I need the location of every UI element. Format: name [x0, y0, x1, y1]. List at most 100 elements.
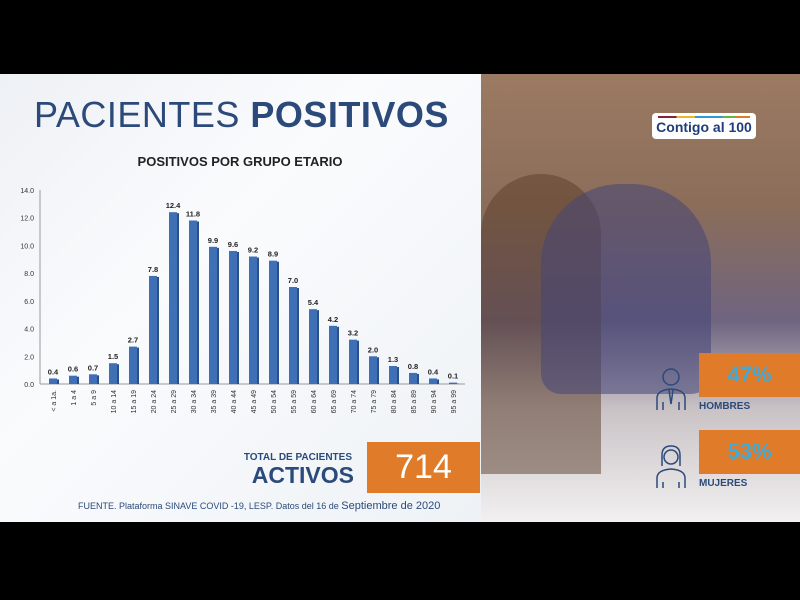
doctor-photo [541, 184, 711, 394]
y-tick-label: 12.0 [20, 216, 34, 223]
bar [369, 356, 377, 384]
bar [449, 382, 457, 384]
x-tick-label: 60 a 64 [311, 390, 318, 413]
bar [349, 339, 357, 384]
bar [69, 375, 77, 384]
x-tick-label: 5 a 9 [91, 390, 98, 406]
x-tick-label: 85 a 89 [411, 390, 418, 413]
bar-side [57, 379, 59, 384]
data-label: 7.8 [148, 265, 158, 274]
y-tick-label: 14.0 [20, 188, 34, 195]
bar [289, 287, 297, 384]
bar [229, 250, 237, 384]
x-tick-label: 30 a 34 [191, 390, 198, 413]
bar [89, 374, 97, 384]
x-tick-label: 55 a 59 [291, 390, 298, 413]
bar [189, 220, 197, 384]
x-tick-label: 65 a 69 [331, 390, 338, 413]
bar [429, 378, 437, 384]
bar-side [357, 340, 359, 384]
bar-side [77, 376, 79, 384]
data-label: 3.2 [348, 329, 358, 338]
total-value: 714 [367, 442, 480, 493]
data-label: 7.0 [288, 276, 298, 285]
data-label: 12.4 [166, 201, 181, 210]
x-tick-label: 75 a 79 [371, 390, 378, 413]
bar-side [97, 375, 99, 384]
chart-title: POSITIVOS POR GRUPO ETARIO [137, 154, 343, 169]
bar [209, 246, 217, 384]
chart-panel: PACIENTES POSITIVOS POSITIVOS POR GRUPO … [0, 74, 481, 522]
photo-panel: Contigo al 100 47% HOMBRES 53% MUJERES [481, 74, 800, 522]
bar-side [277, 261, 279, 384]
x-tick-label: 25 a 29 [171, 390, 178, 413]
data-label: 8.9 [268, 250, 278, 259]
x-tick-label: 20 a 24 [151, 390, 158, 413]
total-sublabel: ACTIVOS [251, 462, 354, 488]
data-label: 1.5 [108, 352, 118, 361]
y-tick-label: 2.0 [24, 354, 34, 361]
y-tick-label: 8.0 [24, 271, 34, 278]
y-tick-label: 0.0 [24, 382, 34, 389]
data-label: 0.7 [88, 363, 98, 372]
x-tick-label: 95 a 99 [451, 390, 458, 413]
men-percent: 47% [699, 353, 800, 397]
bar-side [217, 247, 219, 384]
bar-side [257, 257, 259, 384]
data-label: 4.2 [328, 315, 338, 324]
data-label: 0.4 [428, 367, 439, 376]
total-label: TOTAL DE PACIENTES [243, 452, 352, 463]
data-label: 5.4 [308, 298, 319, 307]
men-label: HOMBRES [699, 401, 751, 412]
x-tick-label: 70 a 74 [351, 390, 358, 413]
bar-side [317, 310, 319, 384]
woman-icon [656, 445, 686, 488]
x-tick-label: < a 1a. [51, 390, 58, 412]
bar-side [237, 251, 239, 384]
bar-side [297, 288, 299, 384]
bar-side [397, 366, 399, 384]
bar-side [157, 276, 159, 384]
data-label: 9.2 [248, 246, 258, 255]
source-note: FUENTE. Plataforma SINAVE COVID -19, LES… [78, 500, 441, 512]
bar [49, 378, 57, 384]
bar [409, 372, 417, 384]
data-label: 1.3 [388, 355, 398, 364]
bar-side [177, 213, 179, 384]
women-percent: 53% [699, 430, 800, 474]
data-label: 11.8 [186, 209, 200, 218]
y-tick-label: 6.0 [24, 299, 34, 306]
bar [269, 260, 277, 384]
bar [149, 275, 157, 384]
bar [329, 325, 337, 384]
women-label: MUJERES [699, 478, 748, 489]
man-icon [656, 368, 686, 410]
data-label: 9.9 [208, 236, 218, 245]
logo: Contigo al 100 [652, 113, 756, 139]
x-tick-label: 10 a 14 [111, 390, 118, 413]
x-tick-label: 90 a 94 [431, 390, 438, 413]
bar [309, 309, 317, 384]
page-title: PACIENTES POSITIVOS [34, 94, 449, 135]
y-tick-label: 4.0 [24, 327, 34, 334]
x-tick-label: 40 a 44 [231, 390, 238, 413]
data-label: 0.4 [48, 367, 59, 376]
data-label: 2.7 [128, 336, 138, 345]
bar [129, 346, 137, 384]
bar-side [437, 379, 439, 384]
x-tick-label: 45 a 49 [251, 390, 258, 413]
bar-side [197, 221, 199, 384]
bar [169, 212, 177, 384]
bar-chart: 0.0 2.0 4.0 6.0 8.0 10.0 12.0 14.0 0.4 < a 1a. 0.6… [20, 188, 465, 413]
bar-side [417, 373, 419, 384]
data-label: 9.6 [228, 240, 238, 249]
bar [389, 365, 397, 384]
x-tick-label: 1 a 4 [71, 390, 78, 406]
x-tick-label: 35 a 39 [211, 390, 218, 413]
data-label: 0.8 [408, 362, 418, 371]
data-label: 2.0 [368, 345, 378, 354]
bar [249, 256, 257, 384]
bar [109, 363, 117, 384]
x-tick-label: 80 a 84 [391, 390, 398, 413]
bar-side [377, 357, 379, 384]
